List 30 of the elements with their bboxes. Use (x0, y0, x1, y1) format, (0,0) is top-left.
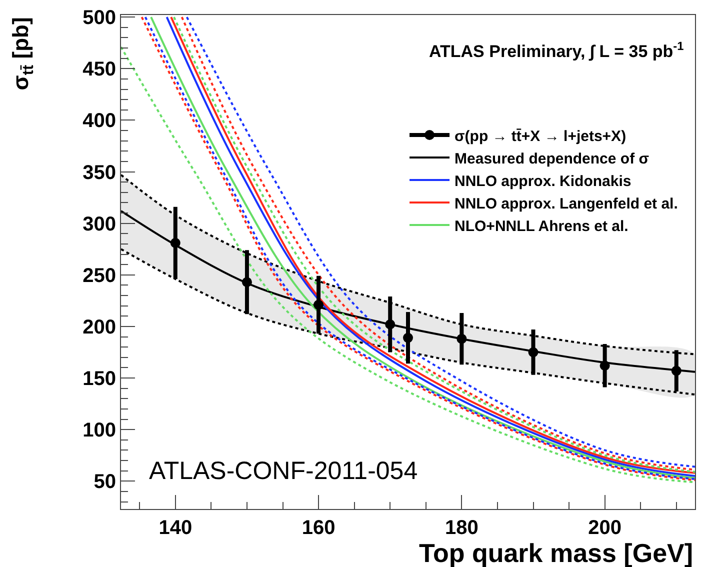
y-tick-label: 350 (82, 162, 116, 184)
x-tick-label: 180 (444, 517, 478, 539)
legend-label: σ(pp → tt̄+X → l+jets+X) (454, 128, 626, 145)
y-tick-label: 400 (82, 110, 116, 132)
legend-label: NLO+NNLL Ahrens et al. (454, 218, 628, 235)
annotation: ATLAS-CONF-2011-054 (149, 457, 418, 485)
x-tick-label: 140 (158, 517, 192, 539)
point (314, 300, 324, 310)
y-tick-label: 200 (82, 316, 116, 338)
x-tick-label: 200 (588, 517, 622, 539)
y-tick-label: 300 (82, 213, 116, 236)
legend-label: Measured dependence of σ (454, 150, 650, 168)
y-tick-label: 500 (82, 7, 116, 30)
y-tick-label: 50 (94, 471, 116, 494)
point (403, 332, 413, 343)
y-tick-label: 250 (82, 264, 116, 287)
annotation: ATLAS Preliminary, ∫ L = 35 pb$^{-1}$ (429, 39, 684, 62)
point (528, 347, 538, 358)
point (170, 238, 180, 248)
y-tick-label: 150 (82, 368, 116, 390)
legend-label: NNLO approx. Kidonakis (454, 172, 632, 190)
y-tick-label: 450 (82, 58, 116, 81)
point (671, 366, 682, 376)
legend-label: NNLO approx. Langenfeld et al. (454, 195, 678, 212)
y-tick-label: 100 (82, 420, 116, 442)
point (600, 360, 610, 371)
point (242, 277, 252, 288)
x-tick-label: 160 (302, 517, 336, 539)
point (385, 319, 396, 330)
point (456, 334, 467, 344)
